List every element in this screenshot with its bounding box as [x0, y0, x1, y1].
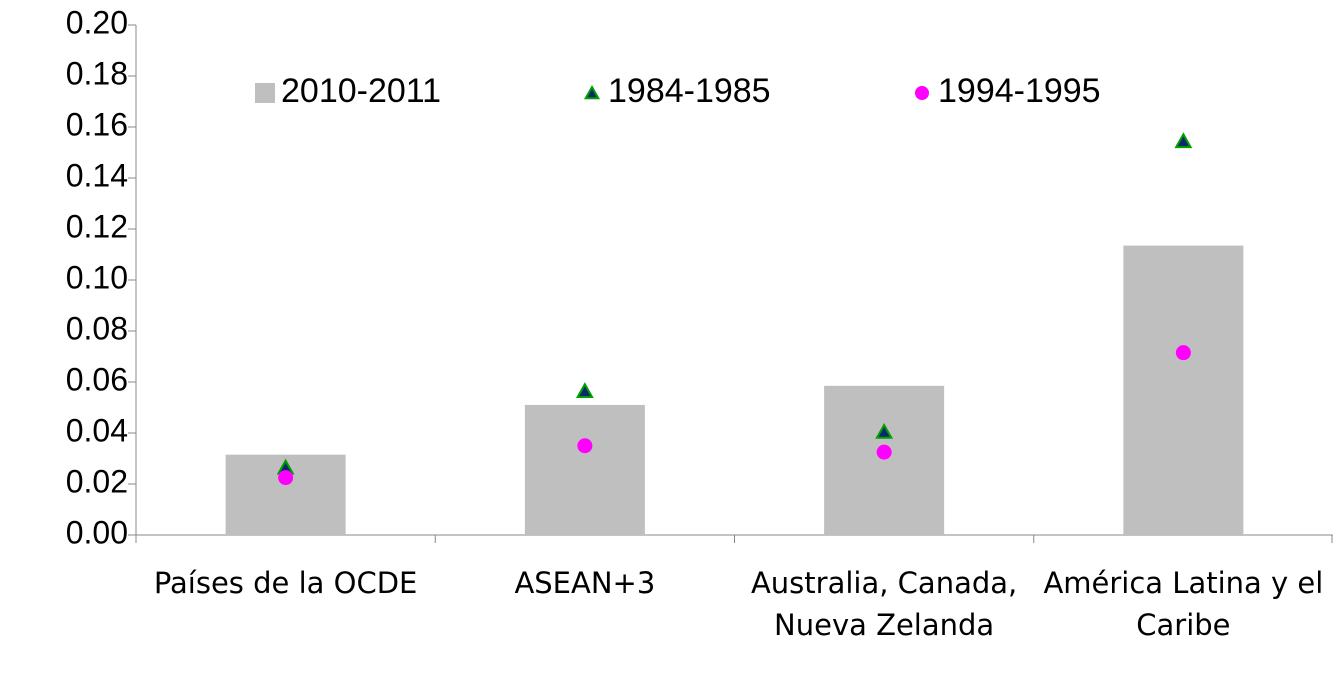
y-tick-label: 0.00 — [66, 514, 128, 550]
legend-swatch — [915, 86, 929, 100]
circle-marker — [278, 470, 294, 486]
y-tick-label: 0.12 — [66, 208, 128, 244]
x-tick-label: América Latina y el Caribe — [1043, 566, 1324, 642]
triangle-marker — [575, 382, 594, 398]
y-tick-label: 0.02 — [66, 463, 128, 499]
y-tick-label: 0.08 — [66, 310, 128, 346]
legend-swatch — [583, 84, 601, 100]
x-tick-label: ASEAN+3 — [514, 566, 656, 600]
circle-marker — [1175, 345, 1191, 361]
y-tick-label: 0.10 — [66, 259, 128, 295]
y-tick-label: 0.06 — [66, 361, 128, 397]
legend-swatch — [255, 83, 275, 103]
y-tick-label: 0.14 — [66, 157, 128, 193]
y-tick-label: 0.16 — [66, 106, 128, 142]
legend-label: 1984-1985 — [608, 72, 771, 110]
legend-label: 2010-2011 — [281, 72, 441, 110]
y-tick-label: 0.04 — [66, 412, 128, 448]
legend-label: 1994-1995 — [938, 72, 1101, 110]
circle-marker — [876, 444, 892, 460]
bar — [1123, 245, 1244, 535]
bar — [824, 385, 945, 535]
y-tick-label: 0.18 — [66, 55, 128, 91]
y-tick-label: 0.20 — [66, 4, 128, 40]
triangle-marker — [1174, 132, 1193, 149]
triangle-marker — [875, 422, 894, 439]
bar — [524, 404, 645, 535]
x-tick-label: Países de la OCDE — [153, 566, 418, 600]
x-tick-label: Australia, Canada, Nueva Zelanda — [750, 566, 1018, 642]
circle-marker — [577, 438, 593, 454]
